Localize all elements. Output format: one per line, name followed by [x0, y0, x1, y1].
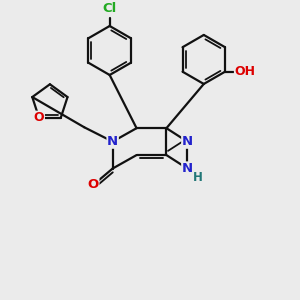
Text: O: O — [34, 111, 44, 124]
Text: N: N — [107, 135, 118, 148]
Text: Cl: Cl — [103, 2, 117, 15]
Text: OH: OH — [235, 65, 256, 78]
Text: O: O — [88, 178, 99, 191]
Text: N: N — [182, 162, 193, 175]
Text: N: N — [182, 135, 193, 148]
Text: H: H — [193, 171, 203, 184]
